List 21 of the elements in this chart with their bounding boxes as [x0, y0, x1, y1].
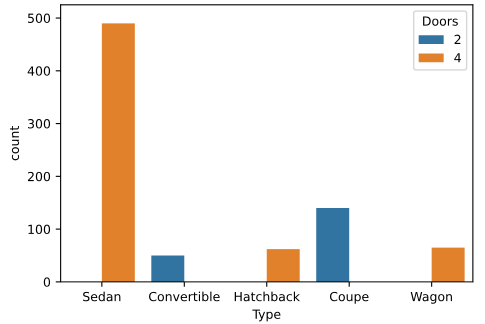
x-tick-label: Sedan [83, 292, 120, 302]
legend-label: 4 [454, 53, 461, 62]
x-tick-label: Wagon [410, 292, 452, 304]
y-axis-title: count [10, 126, 20, 160]
x-tick-label: Coupe [330, 292, 368, 304]
bar [432, 248, 465, 282]
x-tick-label: Hatchback [234, 292, 300, 302]
y-tick-label: 400 [28, 66, 50, 76]
x-axis-title: Type [252, 310, 280, 322]
bar [316, 208, 350, 282]
bar [102, 23, 135, 282]
y-tick-label: 300 [28, 119, 50, 129]
bar [266, 249, 300, 282]
y-tick-label: 0 [44, 277, 50, 287]
bar [151, 255, 184, 282]
x-tick-label: Convertible [149, 292, 220, 302]
y-tick-label: 100 [28, 224, 50, 234]
legend-label: 2 [454, 34, 460, 44]
y-tick-label: 500 [28, 14, 50, 23]
legend-title: Doors [423, 16, 458, 26]
y-tick-label: 200 [28, 172, 50, 182]
